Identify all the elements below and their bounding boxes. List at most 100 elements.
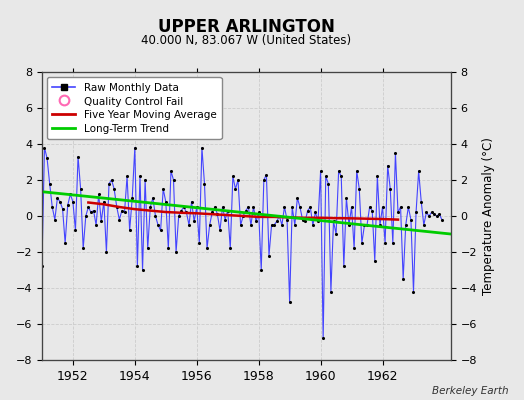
Point: [169, 177, 178, 183]
Point: [332, 231, 340, 237]
Point: [260, 177, 268, 183]
Point: [391, 150, 400, 156]
Point: [404, 204, 412, 210]
Point: [190, 218, 199, 225]
Point: [399, 276, 407, 282]
Point: [213, 211, 222, 218]
Point: [298, 216, 307, 223]
Point: [211, 204, 219, 210]
Text: Berkeley Earth: Berkeley Earth: [432, 386, 508, 396]
Point: [174, 213, 183, 219]
Point: [401, 222, 410, 228]
Text: UPPER ARLINGTON: UPPER ARLINGTON: [158, 18, 335, 36]
Point: [340, 263, 348, 270]
Point: [414, 168, 423, 174]
Point: [46, 180, 54, 187]
Point: [422, 209, 431, 216]
Point: [407, 216, 415, 223]
Point: [425, 213, 433, 219]
Point: [322, 173, 330, 180]
Point: [69, 198, 77, 205]
Point: [291, 222, 299, 228]
Point: [231, 186, 239, 192]
Point: [363, 222, 371, 228]
Point: [205, 222, 214, 228]
Point: [151, 213, 160, 219]
Point: [121, 209, 129, 216]
Point: [368, 207, 376, 214]
Point: [195, 240, 203, 246]
Point: [314, 218, 322, 225]
Point: [353, 168, 361, 174]
Point: [435, 211, 443, 218]
Point: [373, 173, 381, 180]
Point: [177, 207, 185, 214]
Point: [280, 204, 289, 210]
Point: [56, 198, 64, 205]
Point: [94, 191, 103, 198]
Point: [396, 204, 405, 210]
Point: [149, 195, 157, 201]
Point: [420, 222, 428, 228]
Point: [342, 195, 351, 201]
Point: [249, 204, 258, 210]
Point: [102, 249, 111, 255]
Point: [63, 202, 72, 208]
Point: [51, 216, 59, 223]
Point: [334, 168, 343, 174]
Point: [105, 180, 113, 187]
Point: [77, 186, 85, 192]
Point: [185, 222, 193, 228]
Point: [87, 209, 95, 216]
Point: [133, 263, 141, 270]
Point: [100, 198, 108, 205]
Point: [326, 288, 335, 295]
Point: [345, 222, 353, 228]
Point: [208, 209, 216, 216]
Point: [113, 204, 121, 210]
Point: [347, 204, 356, 210]
Point: [172, 249, 180, 255]
Point: [378, 204, 387, 210]
Point: [329, 218, 337, 225]
Point: [53, 195, 62, 201]
Point: [355, 186, 364, 192]
Point: [156, 227, 165, 234]
Point: [71, 227, 80, 234]
Point: [228, 173, 237, 180]
Point: [255, 209, 263, 216]
Point: [128, 195, 136, 201]
Point: [74, 153, 82, 160]
Point: [138, 267, 147, 273]
Point: [40, 144, 49, 151]
Point: [306, 204, 314, 210]
Point: [125, 227, 134, 234]
Point: [319, 335, 328, 342]
Point: [154, 222, 162, 228]
Point: [296, 204, 304, 210]
Point: [92, 222, 100, 228]
Point: [182, 209, 191, 216]
Point: [200, 180, 209, 187]
Point: [61, 240, 69, 246]
Point: [188, 198, 196, 205]
Point: [107, 177, 116, 183]
Point: [386, 186, 395, 192]
Point: [270, 222, 278, 228]
Point: [252, 218, 260, 225]
Point: [192, 204, 201, 210]
Point: [288, 204, 297, 210]
Point: [164, 245, 172, 252]
Point: [381, 240, 389, 246]
Point: [430, 211, 439, 218]
Point: [236, 222, 245, 228]
Point: [118, 207, 126, 214]
Point: [283, 216, 291, 223]
Point: [224, 207, 232, 214]
Point: [428, 209, 436, 216]
Point: [219, 204, 227, 210]
Point: [84, 204, 93, 210]
Point: [239, 213, 247, 219]
Point: [309, 222, 317, 228]
Point: [216, 227, 224, 234]
